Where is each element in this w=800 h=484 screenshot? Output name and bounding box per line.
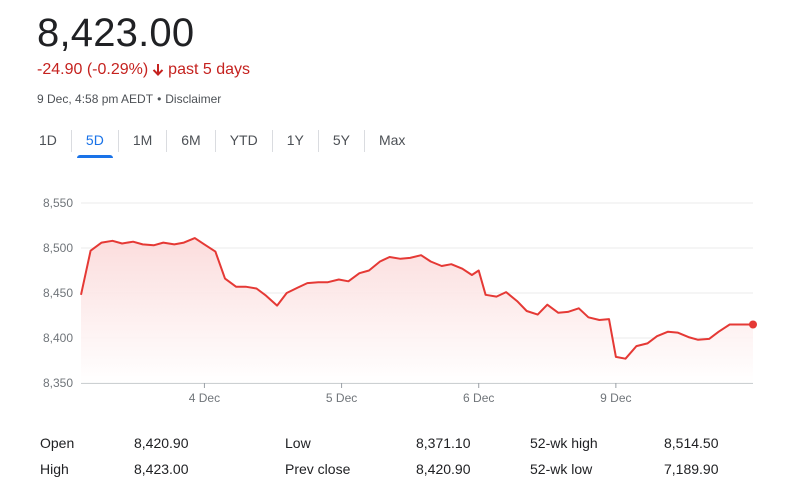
tab-1m[interactable]: 1M: [132, 132, 153, 148]
stat-value-high: 8,423.00: [134, 461, 189, 477]
timestamp: 9 Dec, 4:58 pm AEDT: [37, 92, 154, 106]
tab-divider: [317, 130, 319, 152]
x-tick-label: 4 Dec: [189, 391, 220, 405]
y-tick-label: 8,400: [43, 331, 73, 345]
y-tick-label: 8,450: [43, 286, 73, 300]
price-chart[interactable]: 8,550 8,500 8,450 8,400 8,350 4 Dec 5 Dec 6 De…: [0, 180, 800, 420]
time-range-tabs: 1D 5D 1M 6M YTD 1Y 5Y Max: [25, 124, 419, 158]
tab-divider: [214, 130, 216, 152]
stat-value-52wk-low: 7,189.90: [664, 461, 719, 477]
tab-5y[interactable]: 5Y: [332, 132, 350, 148]
stat-label-52wk-low: 52-wk low: [530, 461, 593, 477]
tab-max[interactable]: Max: [378, 132, 406, 148]
arrow-down-icon: [152, 63, 164, 77]
stat-label-low: Low: [285, 435, 311, 451]
y-tick-label: 8,500: [43, 241, 73, 255]
change-period: past 5 days: [168, 61, 250, 78]
x-axis: 4 Dec 5 Dec 6 Dec 9 Dec: [189, 383, 632, 405]
x-tick-label: 9 Dec: [600, 391, 631, 405]
x-tick-label: 5 Dec: [326, 391, 357, 405]
price-line: [80, 237, 753, 360]
stat-value-prev-close: 8,420.90: [416, 461, 471, 477]
price-area: [81, 238, 753, 383]
y-tick-label: 8,350: [43, 376, 73, 390]
stats-row: Open 8,420.90 Low 8,371.10 52-wk high 8,…: [40, 430, 760, 456]
stats-row: High 8,423.00 Prev close 8,420.90 52-wk …: [40, 456, 760, 482]
stat-value-low: 8,371.10: [416, 435, 471, 451]
separator: •: [157, 92, 162, 106]
current-price: 8,423.00: [37, 11, 195, 55]
tab-6m[interactable]: 6M: [181, 132, 201, 148]
change-amount: -24.90 (-0.29%): [37, 61, 149, 78]
stat-value-open: 8,420.90: [134, 435, 189, 451]
price-change: -24.90 (-0.29%) past 5 days: [37, 60, 250, 80]
stat-label-prev-close: Prev close: [285, 461, 351, 477]
tab-divider: [166, 130, 168, 152]
x-tick-label: 6 Dec: [463, 391, 494, 405]
stat-label-open: Open: [40, 435, 75, 451]
stat-value-52wk-high: 8,514.50: [664, 435, 719, 451]
tab-divider: [70, 130, 72, 152]
tab-divider: [271, 130, 273, 152]
tab-ytd[interactable]: YTD: [229, 132, 258, 148]
y-axis: 8,550 8,500 8,450 8,400 8,350: [43, 196, 73, 390]
y-tick-label: 8,550: [43, 196, 73, 210]
key-stats: Open 8,420.90 Low 8,371.10 52-wk high 8,…: [40, 430, 760, 482]
quote-meta: 9 Dec, 4:58 pm AEDT • Disclaimer: [37, 91, 221, 107]
stat-label-high: High: [40, 461, 69, 477]
disclaimer-link[interactable]: Disclaimer: [165, 92, 222, 106]
stat-label-52wk-high: 52-wk high: [530, 435, 598, 451]
tab-5d[interactable]: 5D: [72, 124, 118, 158]
tab-divider: [117, 130, 119, 152]
tab-divider: [363, 130, 365, 152]
last-price-point: [749, 320, 757, 329]
tab-1y[interactable]: 1Y: [286, 132, 304, 148]
tab-1d[interactable]: 1D: [39, 132, 57, 148]
